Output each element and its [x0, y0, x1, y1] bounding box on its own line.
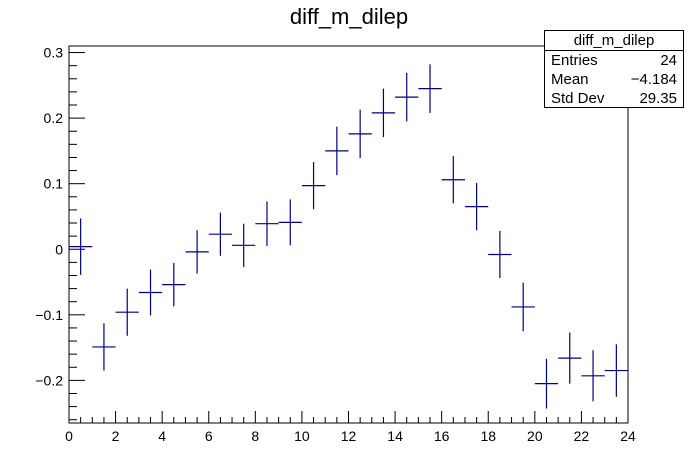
stats-entries-value: 24	[660, 52, 677, 69]
data-point	[558, 332, 582, 384]
x-tick-label: 8	[251, 428, 259, 444]
y-tick-label: −0.2	[35, 372, 63, 388]
y-tick-label: −0.1	[35, 307, 63, 323]
x-tick-label: 22	[574, 428, 590, 444]
data-point	[162, 263, 186, 307]
data-point	[395, 72, 419, 122]
data-point	[92, 323, 116, 371]
x-axis: 0 2 4 6 8 10 12 14 16 18 20 22 24	[65, 411, 636, 444]
data-point	[604, 344, 628, 397]
x-tick-label: 24	[620, 428, 636, 444]
x-tick-label: 10	[294, 428, 310, 444]
data-point	[69, 218, 93, 275]
data-point	[488, 230, 512, 279]
data-points	[69, 64, 628, 409]
data-point	[255, 201, 279, 246]
data-point	[581, 350, 605, 402]
x-tick-label: 4	[158, 428, 166, 444]
y-tick-label: 0	[55, 241, 63, 257]
y-tick-label: 0.3	[44, 45, 64, 61]
x-tick-label: 2	[112, 428, 120, 444]
x-tick-label: 0	[65, 428, 73, 444]
data-point	[138, 269, 163, 316]
data-point	[278, 199, 302, 246]
data-point	[208, 212, 233, 256]
stats-mean-row: Mean −4.184	[545, 70, 683, 89]
stats-mean-value: −4.184	[630, 71, 677, 88]
x-tick-label: 20	[527, 428, 543, 444]
stats-entries-row: Entries 24	[545, 51, 683, 70]
data-point	[325, 126, 349, 176]
stats-box: diff_m_dilep Entries 24 Mean −4.184 Std …	[544, 30, 684, 108]
x-tick-label: 12	[341, 428, 357, 444]
x-tick-label: 18	[480, 428, 496, 444]
x-tick-label: 16	[434, 428, 450, 444]
data-point	[464, 183, 489, 231]
x-tick-label: 14	[387, 428, 403, 444]
x-tick-label: 6	[205, 428, 213, 444]
data-point	[441, 156, 465, 204]
stats-std-value: 29.35	[639, 90, 677, 107]
stats-box-title: diff_m_dilep	[545, 31, 683, 51]
y-tick-label: 0.1	[44, 176, 64, 192]
data-point	[232, 223, 256, 267]
stats-std-label: Std Dev	[551, 90, 605, 107]
data-point	[185, 230, 209, 274]
stats-entries-label: Entries	[551, 52, 598, 69]
data-point	[371, 88, 396, 138]
chart-title: diff_m_dilep	[289, 4, 409, 29]
data-point	[418, 64, 442, 113]
y-tick-label: 0.2	[44, 110, 64, 126]
stats-mean-label: Mean	[551, 71, 589, 88]
data-point	[534, 358, 559, 409]
data-point	[511, 282, 535, 332]
data-point	[115, 288, 139, 336]
y-axis: −0.2 −0.1 0 0.1 0.2 0.3	[35, 45, 85, 421]
data-point	[301, 162, 326, 210]
stats-std-row: Std Dev 29.35	[545, 89, 683, 108]
data-point	[348, 109, 372, 159]
